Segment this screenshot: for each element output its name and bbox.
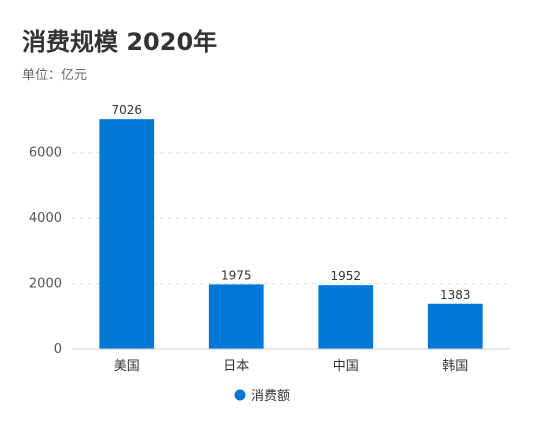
chart-title: 消费规模 2020年 <box>22 28 218 56</box>
x-tick-label: 美国 <box>114 359 140 374</box>
y-axis-ticks: 0 2000 4000 6000 <box>29 146 62 357</box>
data-label: 1383 <box>440 288 471 302</box>
bar[interactable] <box>208 284 264 349</box>
bars <box>99 119 483 349</box>
bar[interactable] <box>99 119 155 349</box>
x-tick-label: 中国 <box>333 359 359 374</box>
y-tick-label: 6000 <box>29 146 62 161</box>
chart-subtitle: 单位：亿元 <box>22 68 88 83</box>
legend-marker[interactable] <box>234 389 246 401</box>
y-tick-label: 2000 <box>29 277 62 292</box>
x-tick-label: 日本 <box>223 359 249 374</box>
y-tick-label: 0 <box>54 342 62 357</box>
data-label: 1952 <box>330 269 361 283</box>
bar[interactable] <box>318 285 374 349</box>
x-tick-label: 韩国 <box>442 359 468 374</box>
x-axis-labels: 美国 日本 中国 韩国 <box>114 359 469 374</box>
legend[interactable]: 消费额 <box>234 389 291 404</box>
data-labels: 7026 1975 1952 1383 <box>111 103 470 302</box>
bar[interactable] <box>427 303 483 349</box>
data-label: 1975 <box>221 268 252 282</box>
y-tick-label: 4000 <box>29 211 62 226</box>
legend-label[interactable]: 消费额 <box>251 389 290 404</box>
data-label: 7026 <box>111 103 142 117</box>
